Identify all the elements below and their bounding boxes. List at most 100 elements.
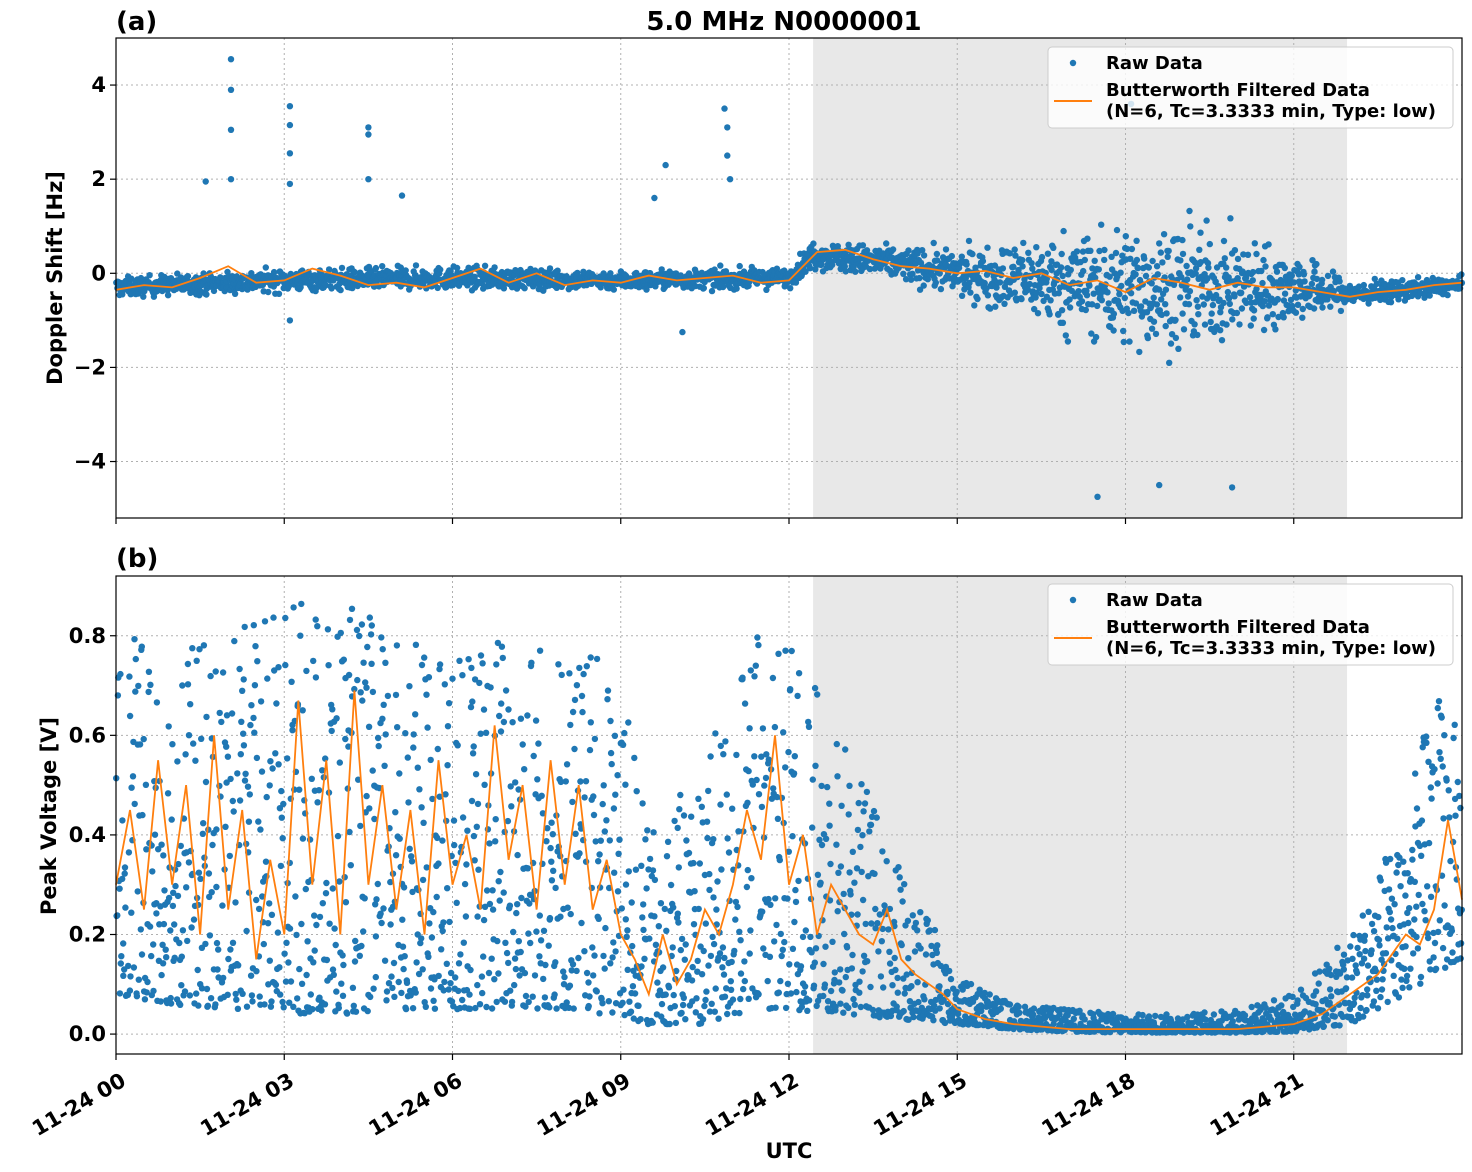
raw-point xyxy=(782,1004,790,1012)
raw-point xyxy=(333,715,340,722)
raw-point xyxy=(932,996,939,1004)
raw-point xyxy=(841,263,848,270)
raw-point xyxy=(266,957,273,964)
raw-point xyxy=(1225,295,1233,302)
raw-point xyxy=(1062,332,1070,339)
raw-point xyxy=(611,732,619,739)
raw-point xyxy=(481,262,489,269)
raw-point xyxy=(383,997,390,1004)
raw-point xyxy=(771,938,778,945)
raw-point xyxy=(219,669,227,676)
raw-point xyxy=(1010,263,1017,270)
raw-point xyxy=(1243,299,1250,307)
raw-point xyxy=(132,655,139,663)
raw-point xyxy=(1212,291,1220,299)
raw-point xyxy=(905,1016,912,1023)
raw-point xyxy=(841,930,848,938)
raw-point xyxy=(193,990,200,997)
raw-point xyxy=(599,800,606,808)
raw-point xyxy=(595,915,602,922)
raw-point xyxy=(508,803,515,810)
raw-point xyxy=(542,961,549,969)
raw-data-series-b xyxy=(113,600,1466,1036)
raw-point xyxy=(878,938,885,945)
raw-point xyxy=(311,947,318,954)
raw-point xyxy=(768,795,776,802)
raw-point xyxy=(944,988,951,996)
raw-point xyxy=(1218,337,1226,344)
raw-point xyxy=(132,688,139,695)
raw-point xyxy=(524,865,531,872)
raw-point xyxy=(215,946,222,953)
raw-point xyxy=(600,782,607,789)
raw-point xyxy=(357,689,364,696)
raw-point xyxy=(158,971,165,979)
raw-point xyxy=(749,781,756,788)
legend-text-line: (N=6, Tc=3.3333 min, Type: low) xyxy=(1106,101,1436,122)
raw-point xyxy=(1031,305,1038,313)
raw-point xyxy=(856,978,863,985)
raw-point xyxy=(328,285,335,292)
raw-point xyxy=(811,684,819,692)
raw-point xyxy=(870,807,878,815)
raw-point xyxy=(512,779,519,786)
raw-point xyxy=(1149,257,1156,265)
legend-raw-label-a: Raw Data xyxy=(1106,53,1203,74)
raw-point xyxy=(936,1005,943,1012)
raw-point xyxy=(496,897,503,904)
raw-point xyxy=(323,956,331,964)
raw-point xyxy=(436,661,444,668)
raw-point xyxy=(1295,271,1303,278)
raw-point xyxy=(781,938,788,946)
raw-point xyxy=(140,735,147,743)
raw-point xyxy=(250,622,257,629)
raw-point xyxy=(566,982,574,989)
raw-point xyxy=(225,955,232,963)
raw-point xyxy=(1229,316,1236,323)
raw-point xyxy=(540,927,548,934)
raw-point xyxy=(169,741,176,748)
raw-point xyxy=(203,985,211,993)
raw-point xyxy=(257,826,264,833)
raw-point xyxy=(1083,292,1091,299)
raw-point xyxy=(737,995,744,1003)
raw-point xyxy=(478,973,486,980)
raw-point xyxy=(160,920,168,928)
raw-point xyxy=(650,829,657,836)
raw-point xyxy=(658,1000,666,1008)
raw-point xyxy=(213,826,220,833)
raw-point xyxy=(1270,997,1278,1004)
raw-point xyxy=(1238,289,1245,296)
raw-point xyxy=(1253,285,1260,293)
raw-point xyxy=(455,960,463,967)
raw-point xyxy=(550,867,557,874)
raw-point xyxy=(1336,278,1343,285)
raw-point xyxy=(377,910,384,917)
raw-point xyxy=(516,972,523,979)
raw-point xyxy=(718,866,725,873)
raw-point xyxy=(967,289,974,296)
raw-point xyxy=(722,738,729,745)
raw-point xyxy=(739,674,746,681)
raw-point xyxy=(476,679,483,687)
raw-point xyxy=(231,290,239,297)
raw-point xyxy=(724,1010,731,1018)
raw-point xyxy=(694,957,701,965)
raw-point xyxy=(511,981,518,989)
raw-point xyxy=(259,893,266,900)
raw-point xyxy=(794,692,801,700)
raw-point xyxy=(363,792,370,800)
raw-point-outlier xyxy=(286,150,294,157)
raw-point xyxy=(671,1003,678,1010)
raw-point xyxy=(986,991,993,998)
raw-point xyxy=(521,766,528,773)
raw-point xyxy=(708,1000,715,1007)
raw-point xyxy=(869,1006,877,1014)
raw-point xyxy=(703,988,710,995)
raw-point xyxy=(1360,281,1368,289)
raw-point xyxy=(1059,319,1067,326)
raw-point xyxy=(131,800,138,808)
raw-point xyxy=(845,241,852,248)
raw-point xyxy=(241,777,249,784)
raw-point xyxy=(444,885,451,892)
